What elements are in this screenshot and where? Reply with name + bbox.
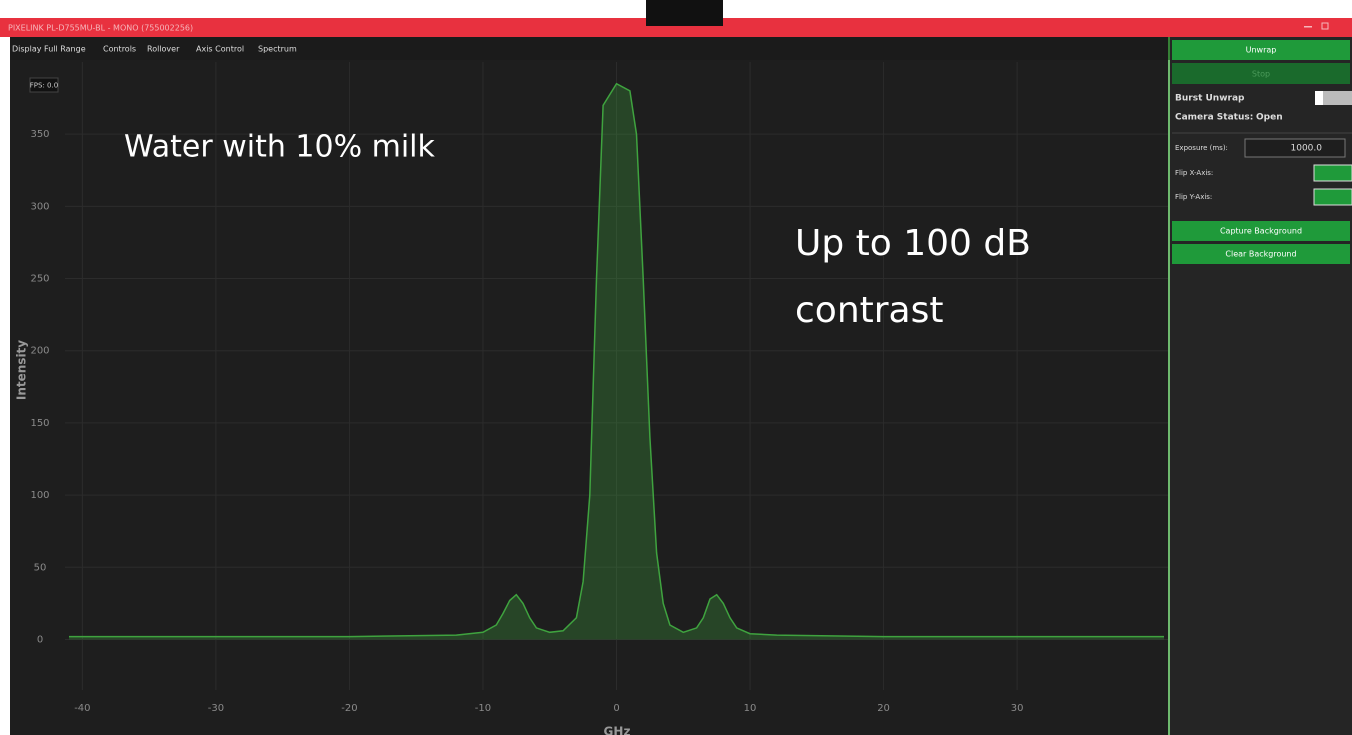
- x-tick-label: -10: [475, 703, 491, 714]
- flip-x-label: Flip X-Axis:: [1175, 169, 1213, 177]
- camera-tab: [646, 0, 723, 26]
- x-tick-label: 30: [1011, 703, 1024, 714]
- flip-y-label: Flip Y-Axis:: [1175, 193, 1212, 201]
- unwrap-button[interactable]: [1172, 40, 1350, 60]
- burst-toggle[interactable]: [1315, 91, 1352, 105]
- x-tick-label: -40: [74, 703, 90, 714]
- title-bar: [0, 18, 1352, 37]
- menu-bar: [0, 37, 1170, 60]
- x-tick-label: 10: [744, 703, 757, 714]
- y-tick-label: 350: [30, 129, 49, 140]
- menu-item[interactable]: Controls: [103, 45, 136, 54]
- y-tick-label: 200: [30, 346, 49, 357]
- fps-box: [29, 77, 59, 93]
- camera-status: Open: [1256, 113, 1283, 123]
- y-tick-label: 0: [37, 634, 43, 645]
- clear-label: Clear Background: [1225, 250, 1296, 259]
- stop-button[interactable]: [1172, 63, 1350, 84]
- left-margin: [0, 37, 10, 735]
- x-tick-label: -20: [341, 703, 357, 714]
- flip-x-toggle[interactable]: [1313, 164, 1352, 182]
- y-tick-label: 150: [30, 418, 49, 429]
- flip-y-toggle[interactable]: [1313, 188, 1352, 206]
- unwrap-label: Unwrap: [1246, 46, 1277, 55]
- menu-item[interactable]: Axis Control: [196, 45, 244, 54]
- camera-status-label: Camera Status:: [1175, 113, 1253, 123]
- exposure-value: 1000.0: [1291, 144, 1323, 154]
- annotation: contrast: [795, 290, 943, 331]
- capture-button[interactable]: [1172, 221, 1350, 241]
- spectrum-fill: [69, 83, 1164, 640]
- toggle-knob: [1315, 91, 1323, 105]
- fps-label: FPS: 0.0: [30, 82, 58, 90]
- clear-button[interactable]: [1172, 244, 1350, 264]
- y-tick-label: 50: [34, 562, 47, 573]
- annotation: Up to 100 dB: [795, 223, 1031, 264]
- chart-area: [10, 60, 1168, 735]
- chart: 0 50 100 150 200 250 300 350 -40 -30 -20 -10 0 10 20 30…: [15, 62, 1168, 735]
- menu-item[interactable]: Display Full Range: [12, 45, 86, 54]
- exposure-input[interactable]: [1244, 138, 1346, 158]
- minimize-button[interactable]: [1304, 26, 1312, 28]
- spectrum-line: [69, 82, 1164, 638]
- x-axis-label: GHz: [604, 725, 631, 735]
- maximize-button[interactable]: [1321, 22, 1329, 30]
- y-tick-label: 300: [30, 201, 49, 212]
- x-tick-label: 0: [613, 703, 619, 714]
- burst-label: Burst Unwrap: [1175, 94, 1245, 104]
- y-axis-label: Intensity: [15, 340, 29, 400]
- y-tick-label: 250: [30, 274, 49, 285]
- menu-item[interactable]: Spectrum: [258, 45, 297, 54]
- annotation: Water with 10% milk: [124, 130, 436, 165]
- capture-label: Capture Background: [1220, 227, 1302, 236]
- stop-label: Stop: [1252, 70, 1270, 79]
- window-title: PIXELINK PL-D755MU-BL - MONO (755002256): [8, 24, 193, 33]
- menu-item[interactable]: Rollover: [147, 45, 180, 54]
- x-tick-label: 20: [877, 703, 890, 714]
- y-tick-label: 100: [30, 490, 49, 501]
- x-tick-label: -30: [208, 703, 224, 714]
- exposure-label: Exposure (ms):: [1175, 144, 1228, 152]
